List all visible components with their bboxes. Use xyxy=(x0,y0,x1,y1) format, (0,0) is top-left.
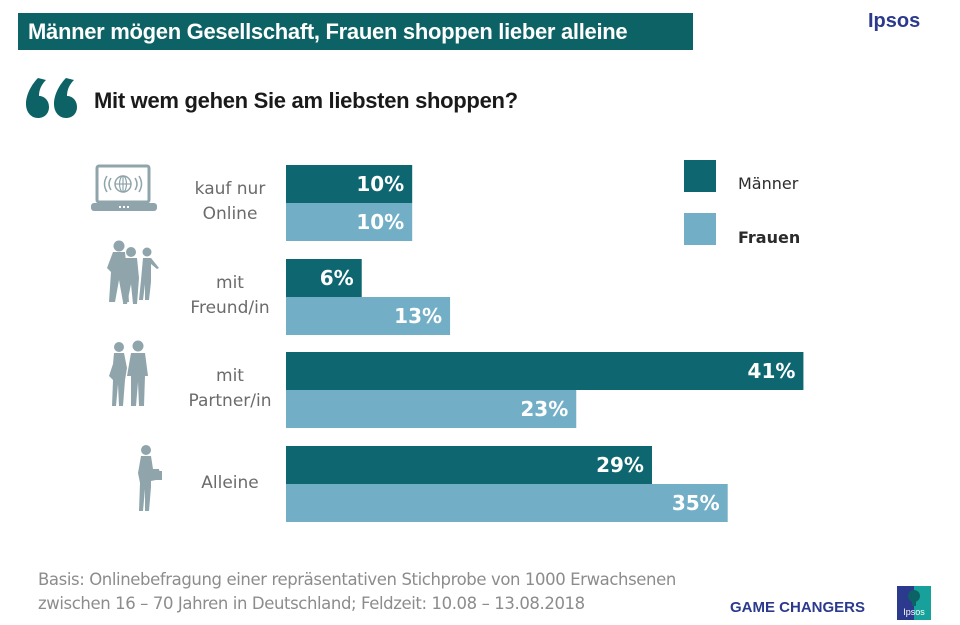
brand-name: Ipsos xyxy=(868,10,921,32)
bar-frauen xyxy=(286,297,451,335)
legend-swatch-frauen xyxy=(684,213,716,245)
friends-walking-icon xyxy=(107,240,159,304)
bar-value-label: 41% xyxy=(748,359,796,383)
bar-value-label: 6% xyxy=(320,266,354,290)
bar-value-label: 35% xyxy=(672,491,720,515)
category-label-friend: mit Freund/in xyxy=(170,271,290,321)
bar-value-label: 13% xyxy=(394,304,442,328)
bar-value-label: 29% xyxy=(596,453,644,477)
bar-value-label: 10% xyxy=(356,210,404,234)
category-label-line2: Online xyxy=(202,204,258,224)
category-label-partner: mit Partner/in xyxy=(170,364,290,414)
category-label-line1: mit xyxy=(216,273,244,293)
category-label-alone: Alleine xyxy=(170,471,290,496)
bar-value-label: 23% xyxy=(520,397,568,421)
slide-title: Männer mögen Gesellschaft, Frauen shoppe… xyxy=(18,13,693,50)
logo-text: Ipsos xyxy=(903,607,925,617)
bar-maenner xyxy=(286,352,804,390)
category-label-line2: Partner/in xyxy=(188,391,272,411)
woman-with-bag-icon xyxy=(138,445,162,511)
question-heading: Mit wem gehen Sie am liebsten shoppen? xyxy=(94,88,518,113)
bar-maenner xyxy=(286,259,362,297)
category-label-online: kauf nur Online xyxy=(170,177,290,227)
couple-icon xyxy=(109,340,148,406)
ipsos-logo: Ipsos xyxy=(897,586,931,620)
quote-icon xyxy=(26,78,77,118)
legend-label-frauen: Frauen xyxy=(738,228,801,247)
category-label-line1: kauf nur xyxy=(194,179,266,199)
bar-frauen xyxy=(286,484,728,522)
footnote: Basis: Onlinebefragung einer repräsentat… xyxy=(38,568,676,616)
legend-swatch-maenner xyxy=(684,160,716,192)
bar-maenner xyxy=(286,165,413,203)
game-changers-tagline: GAME CHANGERS xyxy=(730,599,866,616)
category-label-line2: Freund/in xyxy=(190,298,270,318)
legend-label-maenner: Männer xyxy=(738,174,799,193)
laptop-globe-icon xyxy=(91,164,157,211)
bar-frauen xyxy=(286,390,577,428)
footnote-line1: Basis: Onlinebefragung einer repräsentat… xyxy=(38,570,676,589)
category-label-line1: mit xyxy=(216,366,244,386)
category-label-line1: Alleine xyxy=(201,473,259,493)
bar-frauen xyxy=(286,203,413,241)
bar-maenner xyxy=(286,446,652,484)
footnote-line2: zwischen 16 – 70 Jahren in Deutschland; … xyxy=(38,594,585,613)
bar-value-label: 10% xyxy=(356,172,404,196)
